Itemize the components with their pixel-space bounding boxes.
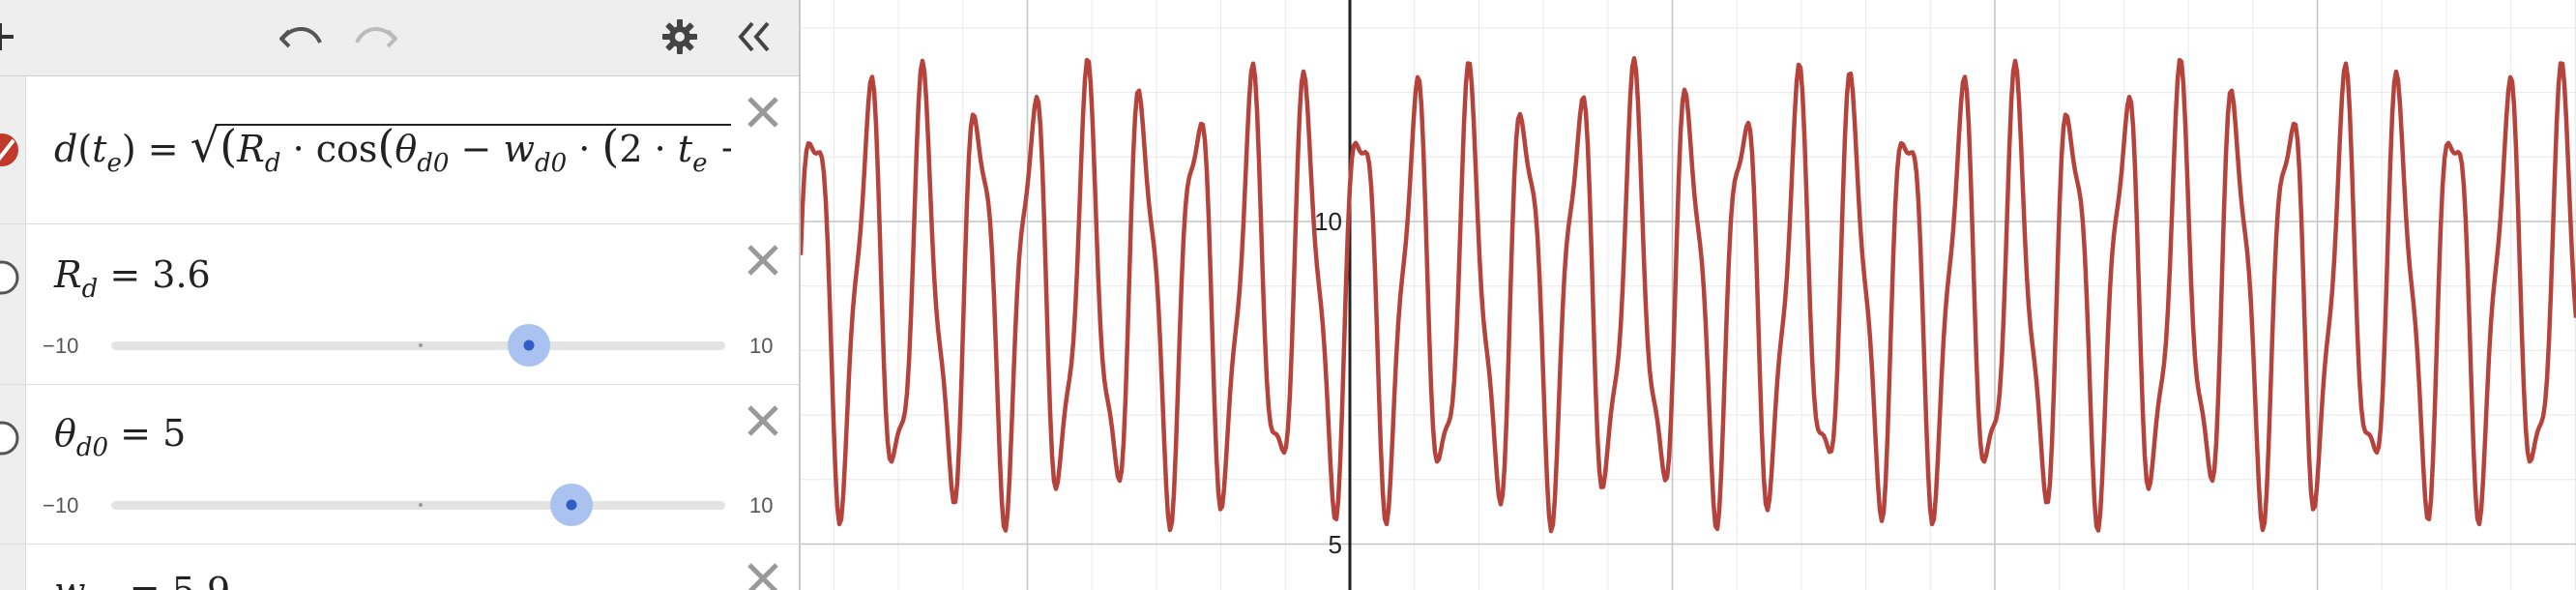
- redo-button[interactable]: [347, 8, 405, 66]
- close-icon: [747, 245, 778, 276]
- add-expression-button[interactable]: [0, 8, 29, 66]
- slider-symbol: θ: [54, 412, 76, 455]
- formula-fade: [733, 76, 745, 223]
- radius-symbol: R: [237, 128, 265, 170]
- radius-sub: d: [264, 149, 281, 178]
- time-symbol: t: [677, 128, 693, 170]
- function-arg-sub: e: [106, 149, 122, 178]
- paren-open-inner: (: [601, 120, 620, 172]
- slider-value: 3.6: [152, 253, 211, 296]
- equals-sign: =: [147, 128, 190, 170]
- equals-sign: =: [118, 570, 172, 590]
- slider-formula[interactable]: Rd = 3.6: [54, 253, 211, 304]
- radicand: (Rd · cos(θd0 − wd0 · (2 · te + t: [220, 120, 731, 178]
- expression-slider-theta[interactable]: θd0 = 5 −10 10: [0, 385, 799, 545]
- expression-slider-rd[interactable]: Rd = 3.6 −10 10: [0, 224, 799, 385]
- expression-gutter: [0, 385, 26, 544]
- expression-gutter: [0, 224, 26, 384]
- slider-min[interactable]: −10: [43, 334, 79, 358]
- function-curve[interactable]: [801, 55, 2576, 534]
- settings-button[interactable]: [651, 8, 709, 66]
- sqrt-sign: √: [190, 119, 220, 173]
- delete-expression-button[interactable]: [741, 238, 785, 282]
- equals-sign: =: [108, 412, 163, 455]
- expression-panel: d(te) = √(Rd · cos(θd0 − wd0 · (2 · te +…: [0, 0, 801, 590]
- slider-thumb-dot: [566, 499, 577, 511]
- axis-tick-label-10: 10: [1314, 207, 1342, 236]
- dot-1: ·: [280, 128, 316, 170]
- slider-formula[interactable]: wd0 = 5.9: [54, 570, 230, 590]
- slider-formula[interactable]: θd0 = 5: [54, 412, 186, 462]
- omega-sub: d0: [534, 149, 568, 178]
- slider-symbol-sub: d: [81, 275, 99, 304]
- dot-2: ·: [567, 128, 602, 170]
- slider-max[interactable]: 10: [749, 334, 774, 358]
- axis-tick-label-5: 5: [1329, 530, 1342, 559]
- function-name: d: [54, 128, 78, 170]
- delete-expression-button[interactable]: [741, 398, 785, 443]
- undo-icon: [279, 27, 322, 48]
- function-formula[interactable]: d(te) = √(Rd · cos(θd0 − wd0 · (2 · te +…: [54, 119, 731, 178]
- cos-function: cos: [315, 128, 378, 170]
- paren-open-cos: (: [377, 120, 395, 172]
- minus-sign: −: [449, 128, 504, 170]
- slider-track[interactable]: [111, 341, 725, 350]
- slider-thumb-dot: [523, 339, 535, 351]
- slider-max[interactable]: 10: [749, 493, 774, 517]
- graph-visibility-toggle[interactable]: [0, 121, 23, 179]
- slider-value: 5: [162, 412, 187, 455]
- slider-symbol: w: [54, 570, 86, 590]
- close-icon: [747, 405, 778, 436]
- expression-slider-w[interactable]: wd0 = 5.9: [0, 545, 799, 590]
- slider-value: 5.9: [172, 570, 230, 590]
- graph-canvas[interactable]: 10 5: [801, 0, 2576, 590]
- theta-symbol: θ: [395, 128, 418, 170]
- plus-sign: +: [707, 128, 731, 170]
- slider-zero-tick: [419, 343, 423, 347]
- undo-button[interactable]: [272, 8, 330, 66]
- paren-open: (: [77, 128, 93, 170]
- coefficient-two: 2: [619, 128, 643, 170]
- delete-expression-button[interactable]: [741, 90, 785, 134]
- slider-play-toggle[interactable]: [0, 409, 23, 467]
- double-chevron-left-icon: [738, 21, 770, 52]
- slider-play-toggle[interactable]: [0, 249, 23, 307]
- major-grid: [801, 0, 2576, 590]
- slider-symbol: R: [54, 253, 82, 296]
- expression-toolbar: [0, 0, 799, 76]
- theta-sub: d0: [417, 149, 450, 178]
- paren-close: ): [121, 128, 136, 170]
- equals-sign: =: [98, 253, 153, 296]
- paren-open-outer: (: [220, 120, 238, 172]
- function-arg: t: [92, 128, 107, 170]
- collapse-panel-button[interactable]: [725, 8, 783, 66]
- expression-gutter: [0, 545, 26, 590]
- plus-icon: [0, 23, 14, 50]
- slider-zero-tick: [419, 503, 423, 507]
- time-sub: e: [692, 149, 708, 178]
- minor-grid: [801, 0, 2576, 590]
- expression-function-d[interactable]: d(te) = √(Rd · cos(θd0 − wd0 · (2 · te +…: [0, 76, 799, 224]
- slider-symbol-sub: d0: [75, 433, 109, 462]
- close-icon: [747, 97, 778, 128]
- slider-min[interactable]: −10: [43, 493, 79, 517]
- omega-symbol: w: [503, 128, 535, 170]
- close-icon: [747, 563, 778, 590]
- dot-3: ·: [642, 128, 678, 170]
- delete-expression-button[interactable]: [741, 556, 785, 590]
- gear-icon: [662, 19, 697, 54]
- redo-icon: [355, 27, 397, 48]
- slider-track[interactable]: [111, 501, 725, 510]
